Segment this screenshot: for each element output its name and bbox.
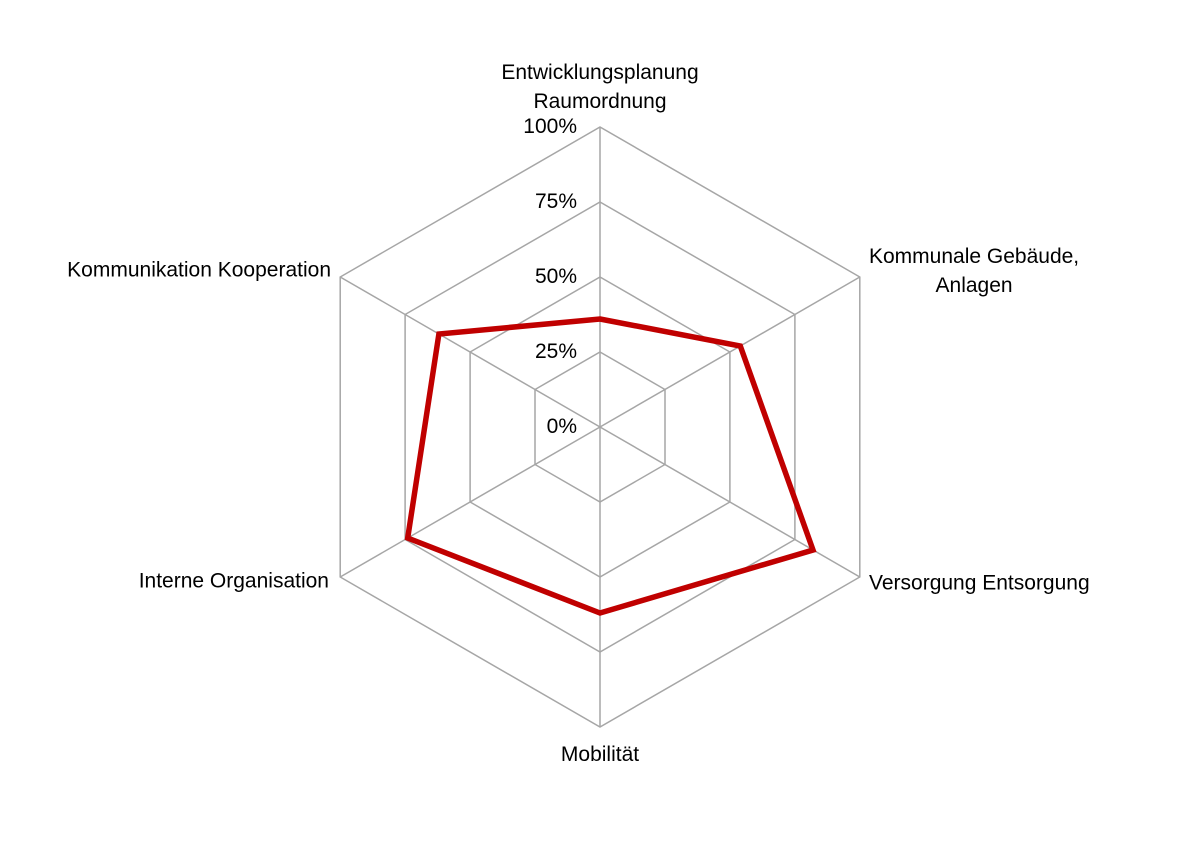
axis-label-versorgung-entsorgung: Versorgung Entsorgung: [869, 569, 1090, 598]
axis-label-line: Interne Organisation: [138, 569, 329, 593]
tick-label-100: 100%: [523, 115, 577, 138]
axis-label-mobilitaet: Mobilität: [561, 740, 639, 769]
tick-label-25: 25%: [534, 340, 577, 363]
axis-label-kommunikation-kooperation: Kommunikation Kooperation: [67, 256, 331, 285]
axis-label-line: Kommunale Gebäude,: [869, 245, 1080, 268]
axis-label-entwicklungsplanung: Entwicklungsplanung Raumordnung: [501, 58, 698, 116]
axis-label-kommunale-gebaeude: Kommunale Gebäude, Anlagen: [869, 242, 1079, 300]
axis-label-line: Entwicklungsplanung: [501, 61, 699, 84]
axis-spoke-5: [339, 276, 601, 428]
tick-label-50: 50%: [534, 265, 577, 288]
data-series-polygon: [404, 316, 817, 616]
axis-spoke-4: [339, 426, 601, 578]
axis-label-line: Mobilität: [560, 743, 640, 766]
axis-label-interne-organisation: Interne Organisation: [139, 567, 329, 596]
axis-label-line: Kommunikation Kooperation: [67, 258, 331, 282]
tick-label-75: 75%: [534, 190, 577, 213]
axis-spoke-2: [599, 426, 861, 578]
tick-label-0: 0%: [546, 415, 577, 438]
axis-label-line: Versorgung Entsorgung: [869, 571, 1090, 595]
axis-label-line: Raumordnung: [533, 90, 667, 113]
axis-spoke-1: [599, 276, 861, 428]
axis-label-line: Anlagen: [935, 274, 1013, 297]
